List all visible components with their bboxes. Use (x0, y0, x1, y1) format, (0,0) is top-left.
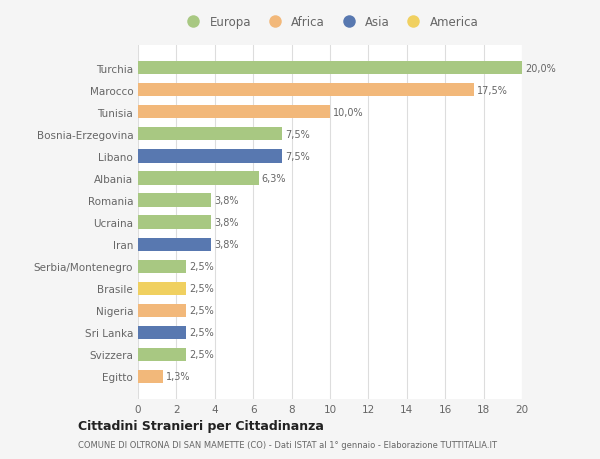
Text: 3,8%: 3,8% (214, 218, 238, 228)
Bar (138, 128, 282, 141)
Text: 3,8%: 3,8% (214, 240, 238, 250)
Bar (138, 326, 186, 339)
Text: Cittadini Stranieri per Cittadinanza: Cittadini Stranieri per Cittadinanza (78, 419, 324, 432)
Text: 2,5%: 2,5% (189, 284, 214, 294)
Text: 6,3%: 6,3% (262, 174, 286, 184)
Text: 7,5%: 7,5% (285, 151, 310, 162)
Bar (138, 150, 282, 163)
Bar (138, 84, 474, 97)
Text: 7,5%: 7,5% (285, 129, 310, 140)
Bar (138, 172, 259, 185)
Bar (138, 194, 211, 207)
Text: 17,5%: 17,5% (477, 85, 508, 95)
Bar (138, 238, 211, 251)
Text: 10,0%: 10,0% (333, 107, 364, 118)
Legend: Europa, Africa, Asia, America: Europa, Africa, Asia, America (181, 17, 479, 29)
Text: COMUNE DI OLTRONA DI SAN MAMETTE (CO) - Dati ISTAT al 1° gennaio - Elaborazione : COMUNE DI OLTRONA DI SAN MAMETTE (CO) - … (78, 441, 497, 449)
Text: 2,5%: 2,5% (189, 262, 214, 272)
Bar (138, 62, 522, 75)
Bar (138, 106, 330, 119)
Bar (138, 216, 211, 229)
Text: 1,3%: 1,3% (166, 372, 190, 381)
Text: 20,0%: 20,0% (525, 64, 556, 73)
Text: 2,5%: 2,5% (189, 306, 214, 316)
Bar (138, 348, 186, 361)
Bar (138, 304, 186, 317)
Bar (138, 370, 163, 383)
Text: 3,8%: 3,8% (214, 196, 238, 206)
Text: 2,5%: 2,5% (189, 328, 214, 338)
Bar (138, 260, 186, 273)
Text: 2,5%: 2,5% (189, 350, 214, 360)
Bar (138, 282, 186, 295)
